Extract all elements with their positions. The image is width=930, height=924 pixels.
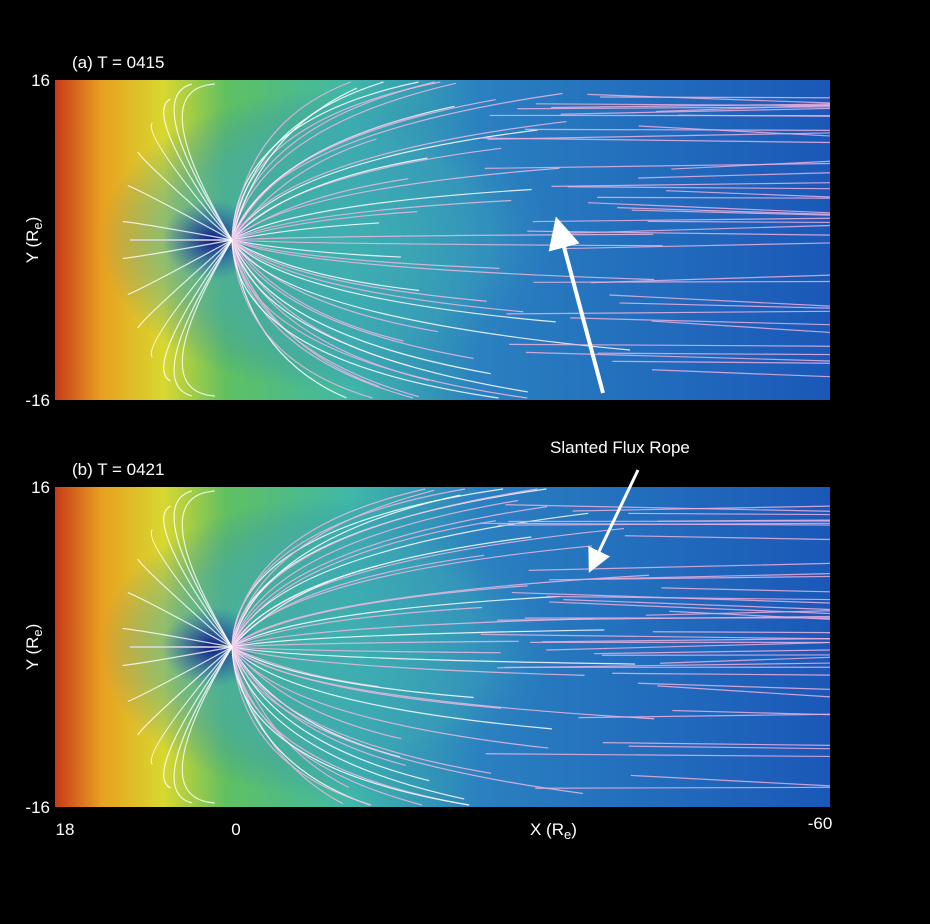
x-tick-label: -60 (808, 814, 833, 833)
panel-title: (b) T = 0421 (72, 460, 164, 479)
label-part: e (30, 629, 45, 636)
label-part: ) (23, 217, 42, 223)
panel: (a) T = 0415 16 -16 Y (Re) (23, 53, 830, 410)
label-part: Y (R (23, 637, 42, 671)
panel: (b) T = 0421 16 -16 Y (Re) (23, 460, 830, 817)
y-axis-label: Y (Re) (23, 217, 45, 264)
y-tick-label: -16 (25, 391, 50, 410)
tail-line (534, 282, 830, 283)
panel-title: (a) T = 0415 (72, 53, 164, 72)
annotation: Slanted Flux Rope (550, 438, 690, 457)
y-tick-label: 16 (31, 478, 50, 497)
x-tick-label: 0 (231, 820, 240, 839)
tail-line (653, 632, 830, 633)
tail-line (597, 197, 830, 198)
figure: (a) T = 041516-16Y (Re)(b) T = 042116-16… (0, 0, 930, 924)
label-part: Y (R (23, 230, 42, 264)
y-tick-label: 16 (31, 71, 50, 90)
y-axis-label: Y (Re) (23, 624, 45, 671)
x-axis-label: X (Re) (530, 820, 577, 842)
label-part: e (30, 222, 45, 229)
y-tick-label: -16 (25, 798, 50, 817)
x-tick-label: 18 (56, 820, 75, 839)
tail-line (600, 97, 830, 98)
label-part: ) (23, 624, 42, 630)
